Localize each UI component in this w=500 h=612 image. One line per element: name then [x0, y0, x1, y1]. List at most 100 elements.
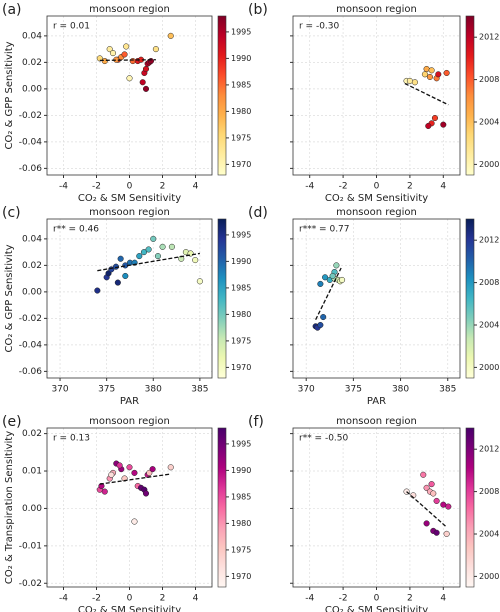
y-tick-label: -0.04: [19, 340, 43, 350]
colorbar-tick-label: 1970: [231, 160, 251, 169]
x-axis-label: CO₂ & SM Sensitivity: [325, 605, 428, 612]
x-tick-label: -2: [339, 182, 348, 192]
colorbar-tick-label: 2004: [479, 530, 499, 539]
x-tick-label: -4: [59, 594, 68, 604]
colorbar-tick-label: 1980: [231, 310, 251, 319]
plot-frame: [46, 427, 213, 588]
annotation: r*** = 0.77: [299, 225, 350, 235]
x-tick-label: -4: [305, 182, 314, 192]
panel-label: (d): [248, 205, 268, 221]
point: [329, 272, 336, 280]
point: [121, 51, 128, 58]
point: [152, 46, 159, 53]
y-tick-label: -0.02: [19, 314, 42, 324]
point: [406, 77, 413, 84]
point: [423, 520, 430, 527]
point: [131, 469, 138, 476]
plot-frame: [46, 15, 213, 176]
point: [428, 481, 435, 488]
panel-title: monsoon region: [89, 207, 170, 218]
panel-title: monsoon region: [336, 4, 417, 15]
colorbar: [217, 427, 227, 588]
x-axis-label: PAR: [120, 396, 139, 407]
colorbar-tick-label: 2000: [479, 363, 499, 372]
point: [430, 490, 437, 497]
point: [431, 114, 439, 122]
colorbar-tick-label: 1970: [231, 572, 251, 581]
plot-area: [47, 219, 212, 378]
y-tick-label: 0.00: [22, 287, 42, 297]
x-tick-label: 2: [407, 182, 413, 192]
x-tick-label: 0: [127, 594, 133, 604]
x-tick-label: 0: [374, 182, 380, 192]
colorbar-tick-label: 2012: [479, 33, 499, 42]
point: [126, 75, 133, 82]
colorbar-tick-label: 1975: [231, 133, 251, 142]
x-tick-label: 375: [345, 385, 362, 395]
y-axis-label: CO₂ & Transpiration Sensitivity: [4, 431, 15, 584]
point: [131, 518, 138, 525]
colorbar-tick-label: 1975: [231, 336, 251, 345]
point: [426, 73, 433, 80]
x-tick-label: 4: [440, 594, 446, 604]
x-tick-label: 0: [374, 594, 380, 604]
x-tick-label: 2: [407, 594, 413, 604]
panel-label: (a): [2, 2, 22, 18]
point: [423, 65, 430, 73]
x-tick-label: 2: [160, 594, 166, 604]
y-tick-label: -0.02: [19, 579, 42, 589]
x-tick-label: 4: [440, 182, 446, 192]
y-tick-label: 0.02: [22, 58, 42, 68]
annotation: r** = -0.50: [299, 434, 349, 444]
colorbar-tick-label: 1990: [231, 257, 251, 266]
point: [117, 255, 124, 262]
x-tick-label: 2: [160, 182, 166, 192]
colorbar-tick-label: 2008: [479, 75, 499, 84]
y-tick-label: -0.06: [19, 367, 43, 377]
colorbar-tick-label: 2000: [479, 160, 499, 169]
y-tick-label: 0.02: [22, 429, 42, 439]
point: [192, 257, 199, 264]
point: [126, 464, 133, 471]
point: [428, 67, 435, 74]
plot-area: [47, 16, 212, 175]
point: [411, 79, 418, 86]
point: [333, 262, 340, 269]
point: [317, 321, 324, 329]
annotation: r = 0.13: [53, 434, 90, 444]
colorbar-tick-label: 1995: [231, 439, 251, 448]
fit-line: [99, 59, 156, 62]
x-tick-label: 370: [51, 385, 68, 395]
panel-label: (b): [248, 2, 268, 18]
colorbar-tick-label: 1995: [231, 230, 251, 239]
point: [433, 529, 440, 536]
point: [140, 249, 147, 256]
point: [425, 122, 432, 130]
colorbar: [465, 15, 475, 176]
annotation: r** = 0.46: [53, 225, 99, 235]
y-tick-label: -0.02: [19, 111, 42, 121]
point: [147, 58, 154, 65]
point: [101, 58, 108, 65]
x-tick-label: 375: [98, 385, 115, 395]
y-tick-label: 0.00: [22, 84, 42, 94]
y-tick-label: -0.06: [19, 164, 43, 174]
x-tick-label: -2: [339, 594, 348, 604]
point: [150, 235, 157, 242]
point: [168, 243, 175, 250]
plot-frame: [292, 218, 461, 379]
plot-frame: [292, 427, 461, 588]
point: [154, 253, 161, 260]
y-axis-label: CO₂ & GPP Sensitivity: [4, 244, 15, 352]
point: [443, 530, 450, 537]
colorbar-tick-label: 1995: [231, 27, 251, 36]
fit-line: [404, 82, 449, 106]
point: [167, 32, 174, 39]
x-tick-label: 4: [193, 182, 199, 192]
panel-label: (e): [2, 414, 22, 430]
point: [139, 79, 146, 86]
fit-line: [315, 267, 342, 320]
point: [149, 466, 156, 473]
colorbar: [217, 218, 227, 379]
colorbar: [217, 15, 227, 176]
